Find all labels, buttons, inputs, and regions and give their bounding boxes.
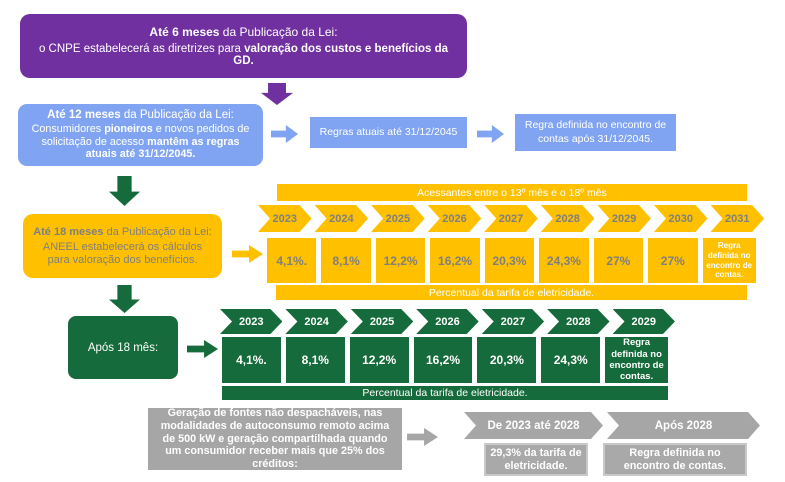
blue-right-arrow-icon-1 (271, 125, 298, 143)
gray-right-arrow-icon (407, 428, 438, 446)
purple-box-body: o CNPE estabelecerá as diretrizes para v… (30, 43, 457, 67)
blue-box-body: Consumidores pioneiros e novos pedidos d… (26, 123, 255, 161)
purple-down-arrow-icon (261, 83, 293, 105)
gray-period-chevron-row: De 2023 até 2028 Após 2028 (464, 412, 760, 439)
yellow-18-months-box: Até 18 meses da Publicação da Lei: ANEEL… (23, 214, 222, 278)
yellow-box-body: ANEEL estabelecerá os cálculos para valo… (42, 240, 203, 266)
blue-box-body-mid: e novos pedidos de solicitação de acesso (41, 122, 250, 148)
blue-current-rules-box: Regras atuais até 31/12/2045 (310, 117, 467, 148)
gray-period-chevron: Após 2028 (607, 412, 760, 439)
yellow-percent-cell: 12,2% (375, 238, 426, 283)
green-percent-row: 4,1%. 8,1% 12,2% 16,2% 20,3% 24,3% Regra… (222, 337, 669, 383)
purple-box-title-bold: Até 6 meses (149, 25, 220, 39)
green-percent-cell: 12,2% (349, 337, 409, 383)
yellow-box-title-bold: Até 18 meses (33, 225, 104, 238)
green-year-chevron: 2025 (351, 309, 413, 334)
yellow-year-chevron: 2030 (654, 205, 708, 232)
green-year-chevron-row: 2023 2024 2025 2026 2027 2028 2029 (220, 309, 675, 334)
purple-box-title: Até 6 meses da Publicação da Lei: (149, 25, 337, 39)
gray-non-dispatchable-box: Geração de fontes não despacháveis, nas … (148, 407, 402, 470)
yellow-box-title-rest: da Publicação da Lei: (103, 225, 212, 238)
yellow-settlement-cell: Regra definida no encontro de contas. (702, 238, 756, 283)
yellow-year-chevron: 2024 (315, 205, 369, 232)
yellow-percent-cell: 24,3% (539, 238, 589, 283)
purple-box-body-bold: valoração dos custos e benefícios da GD. (233, 43, 449, 67)
blue-box-title-bold: Até 12 meses (47, 108, 121, 121)
blue-box-body-bold2: mantêm as regras atuais até 31/12/2045. (85, 135, 240, 161)
gray-period-chevron: De 2023 até 2028 (464, 412, 603, 439)
blue-box-title-rest: da Publicação da Lei: (120, 108, 234, 121)
yellow-header-band: Acessantes entre o 13º mês e o 18º mês (277, 184, 747, 201)
yellow-year-chevron: 2029 (597, 205, 651, 232)
yellow-year-chevron: 2031 (711, 205, 765, 232)
yellow-percent-cell: 20,3% (484, 238, 535, 283)
yellow-percent-cell: 16,2% (430, 238, 480, 283)
green-right-arrow-icon (187, 340, 218, 358)
yellow-year-chevron: 2025 (371, 205, 425, 232)
green-percent-cell: 20,3% (477, 337, 537, 383)
green-year-chevron: 2027 (482, 309, 544, 334)
purple-6-months-box: Até 6 meses da Publicação da Lei: o CNPE… (20, 14, 467, 78)
green-year-chevron: 2023 (220, 309, 282, 334)
green-percent-cell: 24,3% (541, 337, 601, 383)
gray-tariff-cell: 29,3% da tarifa de eletricidade. (484, 443, 588, 476)
purple-box-body-pre: o CNPE estabelecerá as diretrizes para (38, 43, 245, 55)
yellow-percent-row: 4,1%. 8,1% 12,2% 16,2% 20,3% 24,3% 27% 2… (267, 238, 756, 283)
green-percent-cell: 16,2% (413, 337, 473, 383)
green-year-chevron: 2028 (547, 309, 609, 334)
green-settlement-cell: Regra definida no encontro de contas. (605, 337, 669, 383)
green-percent-cell: 4,1%. (222, 337, 281, 383)
purple-box-title-rest: da Publicação da Lei: (219, 25, 338, 39)
blue-settlement-rule-box: Regra definida no encontro de contas apó… (515, 114, 676, 151)
yellow-percent-cell: 27% (648, 238, 698, 283)
blue-box-title: Até 12 meses da Publicação da Lei: (47, 109, 234, 121)
green-down-arrow-icon-2 (109, 285, 140, 313)
green-percent-cell: 8,1% (285, 337, 345, 383)
green-year-chevron: 2024 (285, 309, 347, 334)
green-footer-band: Percentual da tarifa de eletricidade. (222, 386, 668, 400)
blue-box-body-bold1: pioneiros (104, 122, 153, 135)
blue-box-body-pre: Consumidores (31, 122, 105, 135)
green-year-chevron: 2026 (416, 309, 478, 334)
green-down-arrow-icon-1 (109, 176, 140, 206)
green-year-chevron: 2029 (613, 309, 675, 334)
blue-12-months-box: Até 12 meses da Publicação da Lei: Consu… (18, 104, 263, 166)
gray-settlement-cell: Regra definida no encontro de contas. (603, 443, 747, 476)
yellow-footer-band: Percentual da tarifa de eletricidade. (276, 285, 747, 300)
green-after-18-box: Após 18 mês: (68, 316, 178, 379)
yellow-right-arrow-icon (232, 245, 263, 263)
yellow-year-chevron: 2028 (541, 205, 595, 232)
yellow-year-chevron-row: 2023 2024 2025 2026 2027 2028 2029 2030 … (258, 205, 764, 232)
yellow-percent-cell: 4,1%. (267, 238, 317, 283)
yellow-box-title: Até 18 meses da Publicação da Lei: (33, 226, 212, 238)
yellow-percent-cell: 8,1% (321, 238, 371, 283)
yellow-percent-cell: 27% (593, 238, 644, 283)
blue-right-arrow-icon-2 (477, 125, 504, 143)
yellow-year-chevron: 2026 (428, 205, 482, 232)
yellow-year-chevron: 2027 (484, 205, 538, 232)
yellow-year-chevron: 2023 (258, 205, 312, 232)
